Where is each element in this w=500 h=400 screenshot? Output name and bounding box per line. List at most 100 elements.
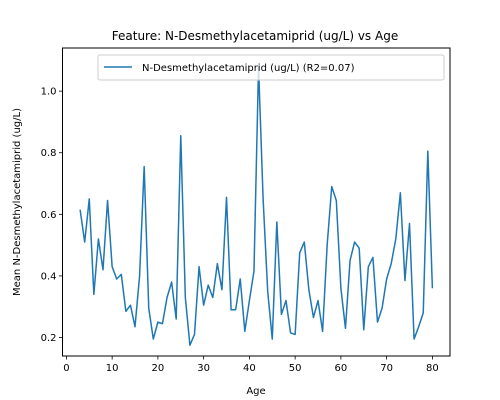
chart-title: Feature: N-Desmethylacetamiprid (ug/L) v… bbox=[112, 29, 398, 43]
x-tick-label: 70 bbox=[380, 363, 393, 374]
data-point bbox=[194, 334, 195, 335]
data-point bbox=[221, 289, 222, 290]
data-point bbox=[130, 305, 131, 306]
data-point bbox=[139, 275, 140, 276]
data-point bbox=[98, 238, 99, 239]
data-point bbox=[148, 308, 149, 309]
data-point bbox=[144, 166, 145, 167]
plot-area bbox=[62, 47, 451, 357]
data-point bbox=[153, 338, 154, 339]
legend-box bbox=[97, 54, 445, 81]
data-point bbox=[176, 318, 177, 319]
data-point bbox=[418, 326, 419, 327]
x-tick-label: 20 bbox=[152, 363, 165, 374]
data-point bbox=[203, 305, 204, 306]
x-tick-label: 80 bbox=[426, 363, 439, 374]
data-point bbox=[212, 297, 213, 298]
data-point bbox=[313, 317, 314, 318]
data-point bbox=[166, 297, 167, 298]
data-point bbox=[391, 263, 392, 264]
data-point bbox=[112, 266, 113, 267]
data-point bbox=[299, 252, 300, 253]
data-point bbox=[217, 263, 218, 264]
data-point bbox=[189, 345, 190, 346]
data-point bbox=[368, 266, 369, 267]
data-point bbox=[359, 248, 360, 249]
data-point bbox=[354, 241, 355, 242]
data-point bbox=[102, 269, 103, 270]
data-point bbox=[327, 245, 328, 246]
data-point bbox=[427, 151, 428, 152]
y-tick-label: 0.4 bbox=[41, 271, 57, 282]
x-tick-label: 50 bbox=[289, 363, 302, 374]
data-point bbox=[285, 300, 286, 301]
data-point bbox=[290, 332, 291, 333]
data-point bbox=[322, 331, 323, 332]
legend: N-Desmethylacetamiprid (ug/L) (R2=0.07) bbox=[97, 54, 445, 81]
y-tick-label: 0.8 bbox=[41, 148, 57, 159]
data-point bbox=[336, 200, 337, 201]
series-points bbox=[80, 66, 433, 346]
data-point bbox=[395, 238, 396, 239]
data-point bbox=[308, 289, 309, 290]
data-point bbox=[249, 300, 250, 301]
y-tick-label: 1.0 bbox=[41, 87, 57, 98]
x-tick-label: 60 bbox=[335, 363, 348, 374]
y-axis-ticks: 0.2 0.4 0.6 0.8 1.0 bbox=[41, 87, 63, 344]
data-point bbox=[331, 186, 332, 187]
data-point bbox=[432, 288, 433, 289]
data-point bbox=[386, 278, 387, 279]
x-tick-label: 0 bbox=[63, 363, 69, 374]
data-point bbox=[198, 266, 199, 267]
data-point bbox=[400, 192, 401, 193]
data-point bbox=[80, 209, 81, 210]
data-point bbox=[121, 274, 122, 275]
x-tick-label: 30 bbox=[197, 363, 210, 374]
data-point bbox=[377, 322, 378, 323]
data-point bbox=[226, 197, 227, 198]
data-point bbox=[404, 280, 405, 281]
data-point bbox=[349, 260, 350, 261]
data-point bbox=[171, 281, 172, 282]
data-point bbox=[125, 311, 126, 312]
data-point bbox=[180, 135, 181, 136]
x-tick-label: 40 bbox=[243, 363, 256, 374]
data-point bbox=[317, 300, 318, 301]
data-point bbox=[230, 309, 231, 310]
data-point bbox=[409, 223, 410, 224]
data-point bbox=[413, 338, 414, 339]
data-point bbox=[235, 309, 236, 310]
data-point bbox=[185, 297, 186, 298]
data-point bbox=[107, 200, 108, 201]
data-point bbox=[263, 198, 264, 199]
x-tick-label: 10 bbox=[106, 363, 119, 374]
data-point bbox=[89, 198, 90, 199]
data-point bbox=[253, 271, 254, 272]
x-axis-ticks: 0 10 20 30 40 50 60 70 80 bbox=[63, 356, 439, 374]
data-point bbox=[281, 314, 282, 315]
data-point bbox=[372, 257, 373, 258]
series-line bbox=[79, 65, 434, 346]
y-tick-label: 0.6 bbox=[41, 210, 57, 221]
data-point bbox=[244, 331, 245, 332]
data-point bbox=[340, 288, 341, 289]
y-tick-label: 0.2 bbox=[41, 333, 57, 344]
x-axis-label: Age bbox=[246, 386, 265, 397]
data-point bbox=[157, 322, 158, 323]
data-point bbox=[423, 312, 424, 313]
data-point bbox=[272, 338, 273, 339]
data-point bbox=[295, 334, 296, 335]
data-point bbox=[381, 308, 382, 309]
data-point bbox=[162, 323, 163, 324]
data-point bbox=[345, 328, 346, 329]
data-point bbox=[116, 278, 117, 279]
data-point bbox=[208, 285, 209, 286]
data-point bbox=[267, 291, 268, 292]
data-point bbox=[93, 294, 94, 295]
data-point bbox=[134, 326, 135, 327]
legend-label: N-Desmethylacetamiprid (ug/L) (R2=0.07) bbox=[142, 63, 355, 74]
data-point bbox=[363, 329, 364, 330]
data-point bbox=[84, 241, 85, 242]
data-point bbox=[240, 278, 241, 279]
